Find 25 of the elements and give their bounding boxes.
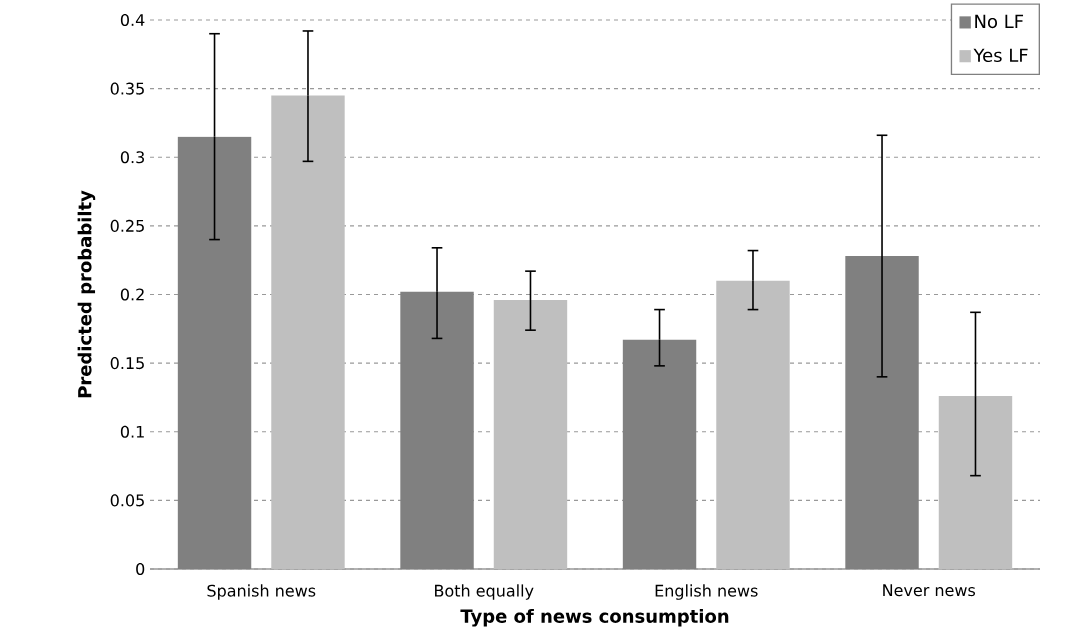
x-tick-label: English news	[655, 584, 758, 600]
x-tick-label: Spanish news	[207, 584, 316, 600]
y-tick-label: 0	[136, 562, 145, 576]
bar	[622, 339, 697, 569]
y-tick-label: 0.4	[120, 13, 145, 27]
y-tick-label: 0.05	[110, 494, 144, 507]
y-tick-label: 0.35	[110, 82, 144, 95]
legend-label: No LF	[975, 14, 1024, 29]
x-tick-label: Never news	[883, 584, 976, 597]
bar	[493, 299, 568, 569]
bar	[271, 95, 345, 569]
y-axis-title: Predicted probabilty	[77, 190, 96, 398]
bar	[400, 291, 474, 569]
y-tick-label: 0.2	[120, 288, 144, 301]
bar	[938, 396, 1013, 569]
y-tick-label: 0.15	[110, 357, 144, 370]
y-tick-label: 0.25	[110, 219, 144, 232]
x-tick-label: Both equally	[435, 584, 534, 600]
bar	[845, 256, 919, 569]
x-axis-title: Type of news consumption	[460, 609, 729, 627]
legend-label: Yes LF	[973, 48, 1028, 63]
y-tick-label: 0.3	[120, 151, 144, 164]
bar	[716, 280, 790, 569]
bar	[177, 136, 252, 569]
y-tick-label: 0.1	[120, 425, 144, 438]
